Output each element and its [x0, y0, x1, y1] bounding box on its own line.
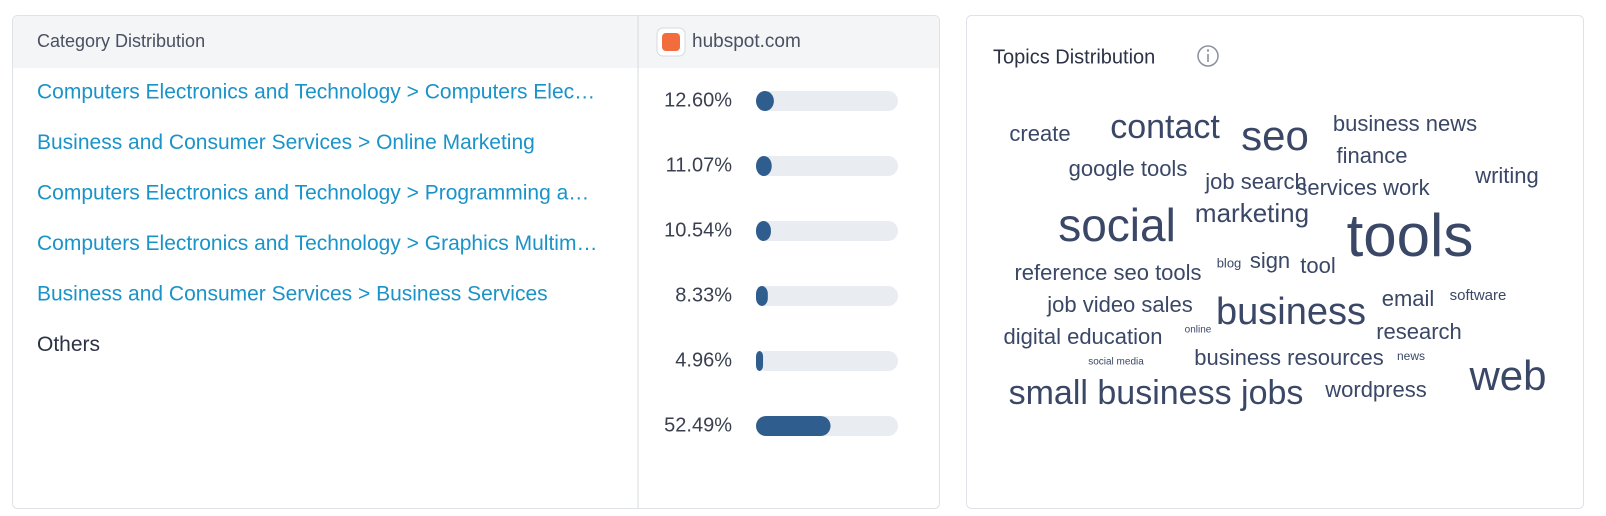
category-card [12, 15, 940, 509]
category-label: Others [37, 333, 100, 356]
category-link[interactable]: Business and Consumer Services > Online … [37, 131, 535, 154]
topic-word: research [1376, 319, 1462, 344]
card-header [13, 16, 939, 68]
share-bar [756, 221, 771, 241]
share-track [756, 91, 898, 111]
topic-word: business resources [1194, 345, 1384, 370]
info-icon[interactable] [1197, 45, 1219, 67]
topic-word: job video sales [1046, 292, 1193, 317]
share-bar [756, 156, 772, 176]
share-track [756, 351, 898, 371]
topic-word: social media [1088, 357, 1144, 368]
share-bar [756, 91, 774, 111]
topic-word: seo [1241, 112, 1309, 159]
category-link[interactable]: Business and Consumer Services > Busines… [37, 283, 548, 306]
topic-word: writing [1474, 163, 1539, 188]
topic-word: small business jobs [1009, 374, 1304, 412]
site-name: hubspot.com [692, 31, 801, 52]
topic-word: business news [1333, 111, 1477, 136]
share-label: 8.33% [675, 284, 732, 306]
share-bar [756, 416, 831, 436]
share-bar [756, 351, 764, 371]
share-label: 11.07% [666, 154, 733, 176]
topic-word: tools [1347, 202, 1474, 269]
topic-word: reference seo tools [1014, 260, 1201, 285]
share-label: 12.60% [664, 89, 732, 111]
share-track [756, 286, 898, 306]
info-icon-dot [1206, 49, 1210, 52]
topic-word: social [1058, 199, 1176, 251]
topic-word: services work [1296, 175, 1430, 200]
share-label: 52.49% [664, 414, 732, 436]
topic-word: online [1185, 325, 1212, 336]
topic-word: marketing [1195, 198, 1309, 228]
site-icon [662, 33, 680, 51]
topic-word: sign [1250, 248, 1290, 273]
panel-title: Topics Distribution [993, 46, 1155, 68]
topics-card [966, 15, 1584, 509]
share-track [756, 221, 898, 241]
category-link[interactable]: Computers Electronics and Technology > P… [37, 182, 589, 205]
topic-word: finance [1337, 143, 1408, 168]
topic-word: wordpress [1324, 377, 1426, 402]
topic-word: contact [1110, 108, 1220, 146]
topic-word: google tools [1069, 156, 1188, 181]
topic-word: email [1382, 286, 1435, 311]
topic-word: news [1397, 349, 1425, 363]
topic-word: web [1468, 352, 1546, 399]
topic-word: create [1009, 121, 1070, 146]
category-link[interactable]: Computers Electronics and Technology > G… [37, 232, 597, 255]
topic-word: software [1450, 287, 1507, 304]
category-link[interactable]: Computers Electronics and Technology > C… [37, 81, 595, 104]
topic-word: business [1216, 291, 1366, 333]
share-label: 10.54% [664, 219, 732, 241]
share-bar [756, 286, 768, 306]
topic-word: job search [1204, 169, 1307, 194]
share-label: 4.96% [675, 349, 732, 371]
topic-word: digital education [1003, 324, 1162, 349]
panel-title: Category Distribution [37, 31, 205, 51]
topic-word: tool [1300, 253, 1335, 278]
topic-word: blog [1217, 255, 1242, 270]
share-track [756, 156, 898, 176]
